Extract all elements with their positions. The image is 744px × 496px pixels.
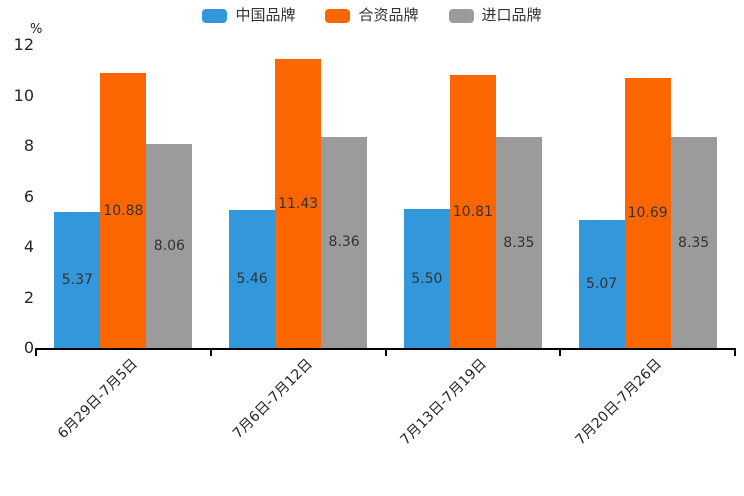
y-axis-tick-label: 2 [23, 287, 34, 307]
x-axis-tick-mark [384, 348, 387, 356]
legend-item-series1[interactable]: 合资品牌 [325, 6, 419, 24]
bar-value-label: 8.35 [678, 234, 710, 251]
bar-进口品牌-cat0[interactable] [146, 144, 193, 348]
bar-value-label: 5.50 [411, 270, 443, 287]
legend-item-series0[interactable]: 中国品牌 [202, 8, 295, 23]
x-axis-tick-mark [734, 348, 736, 356]
y-axis-unit-label: % [30, 22, 43, 37]
bar-中国品牌-cat1[interactable] [229, 210, 276, 348]
bar-进口品牌-cat3[interactable] [670, 137, 717, 348]
bar-value-label: 8.06 [153, 238, 185, 255]
bar-value-label: 8.36 [328, 234, 360, 251]
bar-value-label: 10.69 [627, 205, 668, 222]
legend-swatch-icon [202, 8, 228, 23]
legend-item-label: 中国品牌 [235, 6, 296, 24]
bar-合资品牌-cat0[interactable] [100, 73, 147, 348]
y-axis-tick-label: 4 [23, 237, 34, 256]
legend-item-label: 合资品牌 [358, 6, 419, 24]
bar-中国品牌-cat3[interactable] [578, 219, 625, 348]
bar-value-label: 10.81 [452, 203, 493, 220]
y-axis-tick-label: 8 [23, 136, 34, 155]
x-axis-category-label: 7月20日-7月26日 [572, 356, 665, 449]
bar-合资品牌-cat1[interactable] [275, 59, 322, 348]
x-axis-category-label: 7月13日-7月19日 [397, 356, 491, 449]
y-axis-tick-label: 10 [13, 85, 34, 105]
legend-swatch-icon [448, 8, 474, 23]
x-axis-category-label: 7月6日-7月12日 [229, 356, 316, 442]
bar-value-label: 10.88 [103, 202, 144, 219]
bar-value-label: 5.07 [586, 275, 618, 292]
y-axis-tick-label: 6 [23, 186, 34, 206]
bar-中国品牌-cat2[interactable] [403, 209, 450, 348]
legend-item-label: 进口品牌 [481, 6, 542, 24]
x-axis-category-label: 6月29日-7月5日 [54, 356, 141, 442]
x-axis-tick-mark [559, 348, 562, 356]
bar-value-label: 8.35 [503, 234, 535, 251]
bar-进口品牌-cat2[interactable] [495, 137, 542, 348]
bar-value-label: 11.43 [278, 195, 319, 212]
y-axis-tick-label: 0 [23, 338, 34, 357]
x-axis-tick-mark [35, 348, 37, 356]
bar-value-label: 5.46 [236, 271, 268, 288]
chart-legend: 中国品牌 合资品牌 进口品牌 [0, 8, 744, 23]
bar-value-label: 5.37 [61, 272, 93, 289]
legend-swatch-icon [325, 8, 351, 23]
y-axis-tick-label: 12 [13, 35, 34, 54]
bar-进口品牌-cat1[interactable] [321, 136, 368, 348]
bar-合资品牌-cat2[interactable] [449, 75, 496, 348]
bar-合资品牌-cat3[interactable] [624, 78, 671, 348]
bar-中国品牌-cat0[interactable] [54, 212, 101, 348]
x-axis-tick-mark [209, 348, 212, 356]
legend-item-series2[interactable]: 进口品牌 [448, 6, 542, 24]
